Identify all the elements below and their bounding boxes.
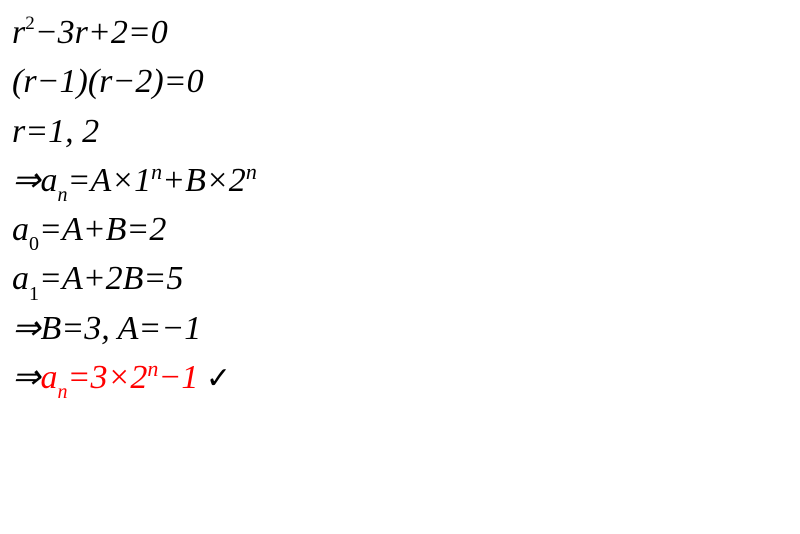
minus-1-red: −1 <box>158 359 198 396</box>
eq-a-times-1: =A×1 <box>68 162 152 199</box>
sub-1: 1 <box>29 283 39 305</box>
factored-expr: (r−1)(r−2)=0 <box>12 63 204 100</box>
equation-line-2: (r−1)(r−2)=0 <box>12 57 788 106</box>
exp-n-red: n <box>147 356 158 381</box>
equation-line-6: a1=A+2B=5 <box>12 254 788 303</box>
equation-line-5: a0=A+B=2 <box>12 205 788 254</box>
var-a-2: a <box>12 260 29 297</box>
implies-a: ⇒a <box>12 162 58 199</box>
sub-n-red: n <box>58 381 68 403</box>
var-r: r <box>12 14 25 51</box>
exp-2: 2 <box>25 13 35 34</box>
equation-line-4: ⇒an=A×1n+B×2n <box>12 156 788 205</box>
sub-0: 0 <box>29 233 39 255</box>
eq-3-times-2: =3×2 <box>68 359 148 396</box>
equation-line-1: r2−3r+2=0 <box>12 8 788 57</box>
roots-expr: r=1, 2 <box>12 113 99 150</box>
var-a-red: a <box>41 359 58 396</box>
eq-a2b-5: =A+2B=5 <box>39 260 183 297</box>
implies-final: ⇒ <box>12 359 41 396</box>
exp-n-2: n <box>246 159 257 184</box>
equation-line-7: ⇒B=3, A=−1 <box>12 304 788 353</box>
eq-ab-2: =A+B=2 <box>39 211 166 248</box>
var-a: a <box>12 211 29 248</box>
sub-n: n <box>58 184 68 206</box>
equation-line-3: r=1, 2 <box>12 107 788 156</box>
implies-ba: ⇒B=3, A=−1 <box>12 310 201 347</box>
expr-rest: −3r+2=0 <box>35 14 168 51</box>
check-icon: ✓ <box>198 362 231 395</box>
exp-n-1: n <box>151 159 162 184</box>
equation-line-8: ⇒an=3×2n−1 ✓ <box>12 353 788 402</box>
plus-b-times-2: +B×2 <box>162 162 246 199</box>
